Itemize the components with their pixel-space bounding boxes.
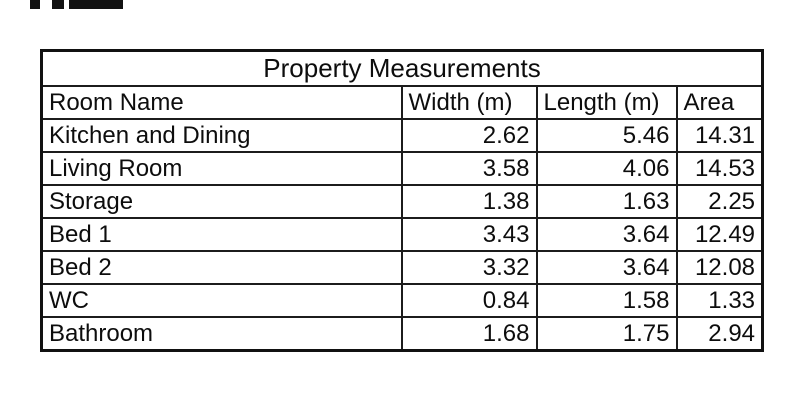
table-row: Storage 1.38 1.63 2.25 <box>40 184 764 219</box>
table-header-row: Room Name Width (m) Length (m) Area <box>40 85 764 120</box>
area-cell: 2.94 <box>675 316 764 352</box>
area-cell: 14.53 <box>675 151 764 186</box>
width-cell: 3.32 <box>400 250 538 285</box>
room-name-cell: Living Room <box>40 151 403 186</box>
property-measurements-table: Property Measurements Room Name Width (m… <box>40 49 765 352</box>
clipped-text-artifact <box>69 0 123 9</box>
length-cell: 1.75 <box>535 316 678 352</box>
length-cell: 3.64 <box>535 250 678 285</box>
width-cell: 3.58 <box>400 151 538 186</box>
room-name-cell: Kitchen and Dining <box>40 118 403 153</box>
room-name-cell: WC <box>40 283 403 318</box>
area-cell: 14.31 <box>675 118 764 153</box>
room-name-cell: Bathroom <box>40 316 403 352</box>
table-row: Bed 2 3.32 3.64 12.08 <box>40 250 764 285</box>
clipped-text-artifact <box>52 0 64 9</box>
length-cell: 5.46 <box>535 118 678 153</box>
area-cell: 1.33 <box>675 283 764 318</box>
table-title: Property Measurements <box>40 49 764 87</box>
length-cell: 3.64 <box>535 217 678 252</box>
length-cell: 1.58 <box>535 283 678 318</box>
area-cell: 12.08 <box>675 250 764 285</box>
length-cell: 4.06 <box>535 151 678 186</box>
table-row: Bathroom 1.68 1.75 2.94 <box>40 316 764 352</box>
width-cell: 3.43 <box>400 217 538 252</box>
area-cell: 12.49 <box>675 217 764 252</box>
width-cell: 1.68 <box>400 316 538 352</box>
column-header-room-name: Room Name <box>40 85 403 120</box>
width-cell: 1.38 <box>400 184 538 219</box>
room-name-cell: Bed 2 <box>40 250 403 285</box>
length-cell: 1.63 <box>535 184 678 219</box>
room-name-cell: Storage <box>40 184 403 219</box>
column-header-area: Area <box>675 85 764 120</box>
clipped-text-artifact <box>30 0 40 9</box>
table-title-row: Property Measurements <box>40 49 764 87</box>
column-header-width: Width (m) <box>400 85 538 120</box>
table-row: Bed 1 3.43 3.64 12.49 <box>40 217 764 252</box>
room-name-cell: Bed 1 <box>40 217 403 252</box>
table-row: Living Room 3.58 4.06 14.53 <box>40 151 764 186</box>
width-cell: 0.84 <box>400 283 538 318</box>
width-cell: 2.62 <box>400 118 538 153</box>
area-cell: 2.25 <box>675 184 764 219</box>
table-row: WC 0.84 1.58 1.33 <box>40 283 764 318</box>
column-header-length: Length (m) <box>535 85 678 120</box>
table-row: Kitchen and Dining 2.62 5.46 14.31 <box>40 118 764 153</box>
